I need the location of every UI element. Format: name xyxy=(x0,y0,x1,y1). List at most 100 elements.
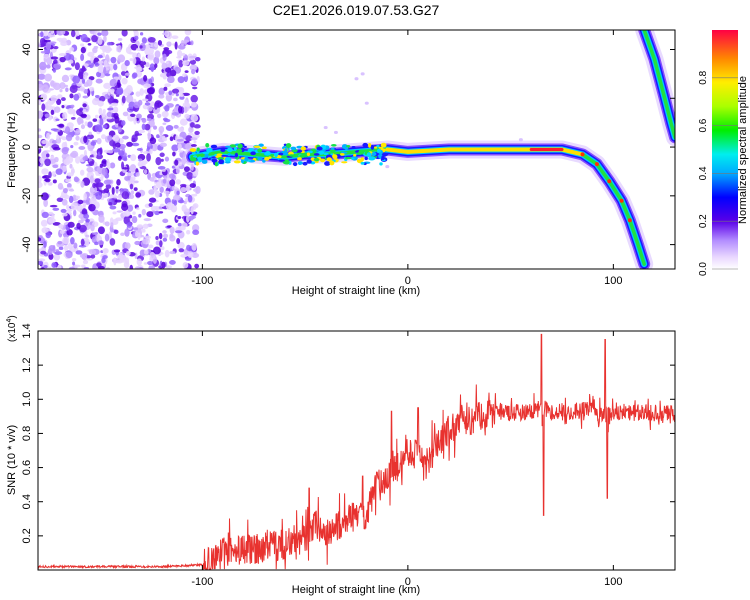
noise-speckle xyxy=(80,180,85,188)
noise-speckle xyxy=(131,142,140,147)
noise-speckle xyxy=(52,221,61,226)
noise-speckle xyxy=(106,111,113,118)
noise-speckle xyxy=(189,59,197,65)
track-speckle xyxy=(313,157,320,162)
noise-speckle xyxy=(55,118,60,122)
track-speckle xyxy=(256,152,260,156)
track-speckle xyxy=(214,161,218,167)
noise-speckle xyxy=(94,124,102,132)
noise-speckle xyxy=(82,109,87,112)
track-speckle xyxy=(300,146,307,151)
noise-speckle xyxy=(56,134,60,140)
noise-speckle xyxy=(90,141,97,146)
noise-speckle xyxy=(179,183,187,188)
noise-speckle xyxy=(97,54,103,59)
noise-speckle xyxy=(120,232,125,237)
noise-speckle xyxy=(90,224,95,232)
noise-speckle xyxy=(129,164,137,173)
noise-speckle xyxy=(164,104,170,112)
noise-speckle xyxy=(186,172,194,180)
snr-y-tick-label: 0.8 xyxy=(21,426,33,441)
noise-speckle xyxy=(46,57,53,65)
noise-speckle xyxy=(107,135,113,142)
noise-speckle xyxy=(189,183,196,189)
noise-speckle xyxy=(130,190,135,195)
track-speckle xyxy=(211,158,217,163)
noise-speckle xyxy=(144,46,151,56)
noise-speckle xyxy=(133,35,139,41)
noise-speckle xyxy=(61,199,68,206)
noise-speckle xyxy=(162,122,167,125)
noise-speckle xyxy=(159,240,163,248)
noise-speckle xyxy=(69,85,78,94)
noise-speckle xyxy=(56,37,64,42)
noise-speckle xyxy=(146,117,152,122)
noise-speckle xyxy=(50,128,59,131)
noise-speckle xyxy=(131,215,138,224)
noise-speckle xyxy=(68,195,74,204)
noise-speckle xyxy=(118,150,125,156)
noise-speckle xyxy=(143,262,148,265)
snr-frame xyxy=(37,330,676,571)
noise-speckle xyxy=(80,53,85,62)
noise-speckle xyxy=(78,224,87,233)
noise-speckle xyxy=(45,232,51,239)
track-speckle xyxy=(189,148,197,152)
noise-speckle xyxy=(177,127,185,132)
noise-speckle xyxy=(164,249,170,258)
track-speckle xyxy=(350,157,355,160)
noise-speckle xyxy=(183,106,188,114)
noise-speckle xyxy=(173,186,178,190)
noise-speckle xyxy=(137,78,144,85)
noise-speckle xyxy=(44,73,53,82)
noise-speckle xyxy=(96,137,102,145)
noise-speckle xyxy=(192,171,199,177)
noise-speckle xyxy=(112,147,121,153)
noise-speckle xyxy=(38,237,42,242)
noise-speckle xyxy=(169,250,176,255)
noise-speckle xyxy=(149,148,153,155)
heatmap-x-tick-label: 0 xyxy=(405,275,411,287)
noise-speckle xyxy=(91,34,98,43)
noise-speckle xyxy=(105,183,112,189)
noise-speckle xyxy=(159,142,167,147)
colorbar-ticks: 0.0 0.2 0.4 0.6 0.8 xyxy=(698,70,738,276)
noise-speckle xyxy=(38,43,41,48)
noise-speckle xyxy=(154,190,160,198)
noise-speckle xyxy=(69,47,75,52)
noise-speckle xyxy=(48,171,52,179)
snr-exponent-prefix: (x10 xyxy=(7,322,18,342)
noise-speckle xyxy=(53,253,61,261)
noise-speckle xyxy=(101,134,107,140)
snr-series-line xyxy=(38,333,675,570)
noise-speckle xyxy=(121,95,126,104)
colorbar-tick-label: 0.6 xyxy=(698,118,709,132)
snr-x-axis-label: Height of straight line (km) xyxy=(292,584,420,596)
noise-speckle xyxy=(67,221,75,228)
noise-speckle xyxy=(131,134,138,143)
noise-speckle xyxy=(154,50,161,59)
noise-speckle xyxy=(165,191,169,198)
noise-speckle xyxy=(70,202,79,211)
track-speckle xyxy=(306,152,311,157)
noise-speckle xyxy=(139,60,147,66)
track-speckle xyxy=(229,144,237,148)
noise-speckle xyxy=(48,211,53,215)
noise-speckle xyxy=(121,120,126,126)
noise-speckle xyxy=(333,130,338,135)
noise-speckle xyxy=(44,178,51,183)
snr-y-axis-label: SNR (10 * v/v) xyxy=(6,425,18,495)
noise-speckle xyxy=(42,175,51,179)
noise-speckle xyxy=(129,264,134,269)
noise-speckle xyxy=(101,257,106,264)
noise-speckle xyxy=(155,236,159,241)
noise-speckle xyxy=(169,136,174,142)
noise-speckle xyxy=(99,163,103,168)
noise-speckle xyxy=(103,35,107,43)
noise-speckle xyxy=(70,104,75,108)
track-speckle xyxy=(225,145,231,148)
noise-speckle xyxy=(108,202,113,206)
noise-speckle xyxy=(192,229,200,236)
noise-speckle xyxy=(81,199,90,203)
